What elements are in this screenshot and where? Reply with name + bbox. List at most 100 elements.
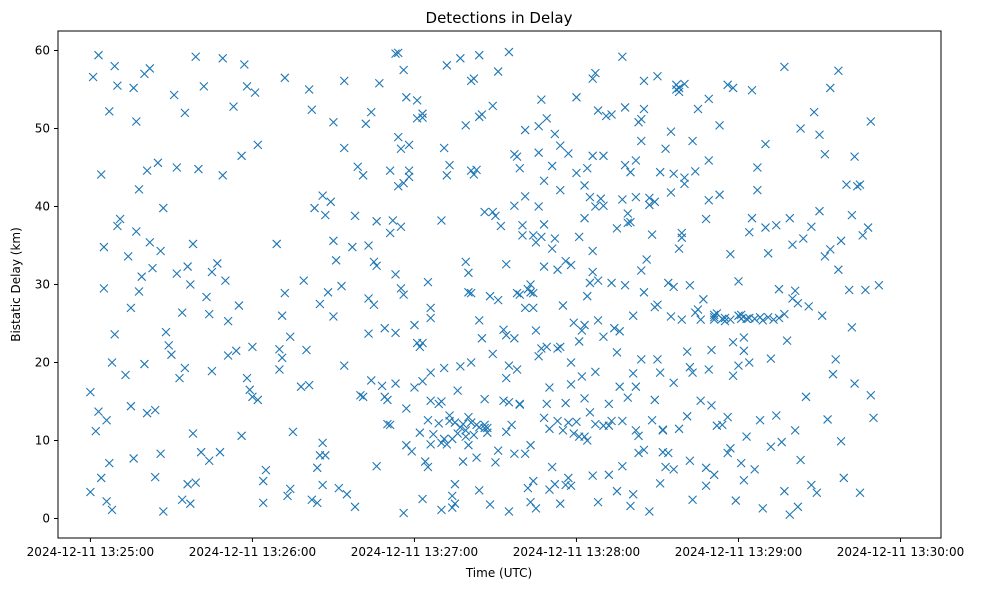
data-point — [488, 207, 498, 217]
data-point — [474, 50, 484, 60]
data-point — [661, 144, 670, 154]
data-point — [275, 344, 284, 354]
data-point — [131, 227, 141, 236]
data-point — [771, 411, 781, 420]
data-point — [528, 476, 538, 486]
data-point — [563, 149, 573, 158]
data-point — [364, 329, 373, 339]
data-point — [766, 442, 776, 452]
data-point — [817, 311, 827, 321]
data-point — [499, 325, 508, 335]
data-point — [534, 121, 544, 131]
data-point — [744, 358, 754, 367]
data-point — [779, 309, 789, 319]
data-point — [466, 358, 476, 367]
data-point — [850, 152, 859, 161]
data-point — [728, 337, 738, 347]
data-point — [477, 110, 487, 119]
data-point — [628, 369, 638, 378]
data-point — [793, 502, 803, 512]
data-point — [763, 312, 773, 322]
data-point — [747, 85, 757, 95]
data-point — [415, 428, 425, 438]
data-point — [736, 310, 746, 320]
data-point — [593, 315, 603, 325]
data-point — [191, 52, 201, 62]
data-point — [682, 411, 692, 421]
data-point — [847, 323, 857, 332]
data-point — [755, 415, 765, 425]
data-point — [831, 354, 841, 364]
data-point — [858, 230, 868, 240]
data-point — [356, 390, 365, 400]
data-point — [180, 363, 190, 373]
data-point — [682, 347, 692, 356]
data-point — [758, 315, 768, 325]
data-point — [450, 499, 460, 509]
data-point — [469, 170, 479, 179]
data-point — [156, 246, 166, 256]
data-point — [874, 280, 884, 290]
y-tick-label: 30 — [35, 278, 50, 292]
data-point — [617, 416, 627, 426]
data-point — [680, 79, 689, 89]
data-point — [663, 448, 673, 458]
data-point — [202, 292, 211, 302]
data-point — [428, 429, 438, 439]
data-point — [779, 486, 789, 496]
data-point — [588, 151, 598, 161]
data-point — [385, 166, 395, 176]
data-point — [437, 216, 446, 225]
data-point — [418, 338, 427, 348]
data-point — [318, 191, 328, 200]
y-axis-label: Bistatic Delay (km) — [9, 227, 23, 342]
data-point — [372, 216, 382, 226]
data-point — [553, 265, 562, 275]
data-point — [185, 499, 195, 509]
data-point — [688, 495, 697, 505]
data-point — [690, 167, 700, 176]
data-point — [191, 478, 201, 488]
data-point — [509, 449, 519, 459]
data-point — [709, 312, 719, 322]
data-point — [393, 48, 403, 58]
data-point — [318, 480, 328, 490]
data-point — [380, 323, 390, 333]
data-point — [134, 287, 144, 296]
data-point — [631, 425, 641, 435]
data-point — [183, 479, 193, 489]
data-point — [617, 52, 627, 62]
data-point — [461, 120, 471, 130]
data-point — [769, 315, 778, 324]
data-point — [715, 190, 724, 200]
data-point — [723, 448, 733, 458]
data-point — [580, 213, 589, 223]
data-point — [461, 425, 471, 435]
data-point — [655, 167, 665, 177]
data-point — [158, 507, 168, 516]
data-point — [763, 248, 773, 258]
data-point — [221, 276, 230, 285]
data-point — [715, 120, 724, 130]
data-point — [347, 242, 357, 252]
data-point — [410, 320, 419, 330]
data-point — [590, 68, 600, 78]
data-point — [350, 211, 360, 221]
data-point — [707, 401, 716, 410]
data-point — [631, 192, 641, 202]
data-point — [142, 166, 152, 176]
data-point — [107, 505, 117, 515]
data-point — [477, 333, 487, 343]
data-point — [520, 191, 530, 201]
data-point — [617, 195, 627, 204]
data-point — [258, 498, 268, 508]
data-point — [704, 195, 714, 205]
data-point — [653, 300, 662, 310]
data-point — [636, 136, 646, 146]
data-point — [639, 76, 649, 86]
data-point — [153, 158, 163, 168]
data-point — [528, 303, 538, 313]
data-point — [782, 336, 792, 346]
data-point — [804, 301, 814, 311]
